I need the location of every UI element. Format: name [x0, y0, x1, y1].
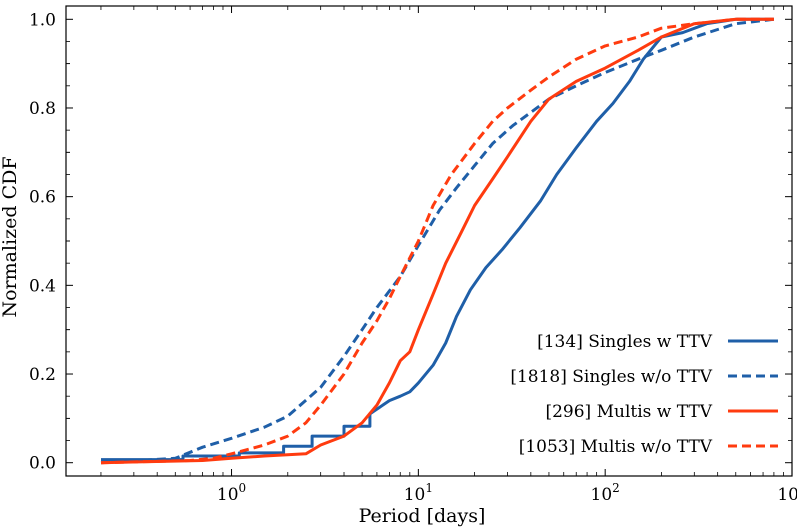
legend-label: [296] Multis w TTV: [545, 402, 712, 422]
x-tick-base: 10: [591, 485, 613, 505]
y-tick-label: 0.6: [29, 188, 56, 208]
legend-label: [1053] Multis w/o TTV: [519, 437, 713, 457]
y-tick-label: 1.0: [29, 10, 56, 30]
series-line-3: [100, 17, 774, 465]
series-line-0: [101, 17, 774, 462]
y-tick-label: 0.0: [29, 454, 56, 474]
series-layer: [100, 17, 775, 465]
series-line-2: [100, 17, 774, 465]
y-axis-title: Normalized CDF: [0, 156, 21, 317]
legend: [134] Singles w TTV [1818] Singles w/o TT…: [510, 332, 778, 457]
x-axis-title: Period [days]: [359, 505, 486, 527]
y-tick-label: 0.8: [29, 99, 56, 119]
x-tick-base: 10: [777, 485, 797, 505]
series-line-1: [100, 17, 775, 465]
x-tick-label: 102: [591, 481, 620, 505]
y-tick-label: 0.2: [29, 365, 56, 385]
plot-frame: [65, 5, 793, 477]
x-tick-exponent: 1: [425, 481, 433, 495]
tick-label-layer: 0.00.20.40.60.81.0100101102103: [29, 10, 797, 505]
legend-label: [1818] Singles w/o TTV: [510, 367, 712, 387]
x-tick-label: 103: [777, 481, 797, 505]
x-tick-exponent: 0: [239, 481, 247, 495]
x-tick-label: 101: [404, 481, 433, 505]
x-tick-label: 100: [217, 481, 246, 505]
x-tick-base: 10: [404, 485, 426, 505]
legend-label: [134] Singles w TTV: [537, 332, 713, 352]
x-tick-exponent: 2: [612, 481, 620, 495]
tick-layer: [66, 6, 793, 476]
x-tick-base: 10: [217, 485, 239, 505]
y-tick-label: 0.4: [29, 276, 56, 296]
